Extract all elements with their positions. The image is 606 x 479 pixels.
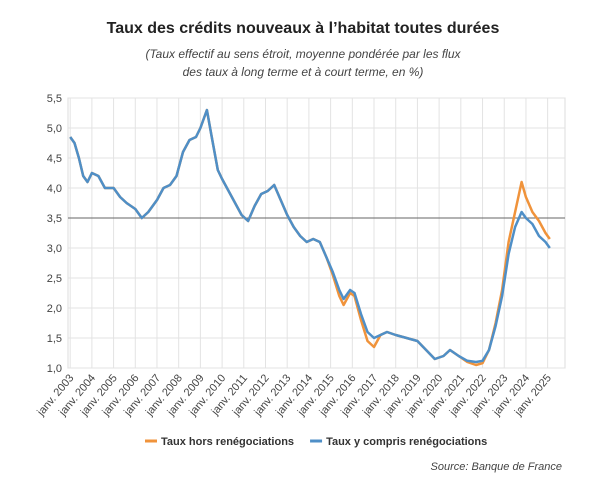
series-line — [69, 108, 551, 364]
legend-label: Taux y compris renégociations — [326, 436, 487, 448]
y-tick-label: 3,0 — [47, 243, 62, 255]
legend-label: Taux hors renégociations — [161, 436, 294, 448]
y-tick-label: 4,0 — [47, 183, 62, 195]
y-tick-label: 5,0 — [47, 123, 62, 135]
y-tick-label: 2,5 — [47, 273, 62, 285]
y-tick-label: 4,5 — [47, 153, 62, 165]
chart-title: Taux des crédits nouveaux à l’habitat to… — [107, 20, 500, 37]
y-tick-label: 1,5 — [47, 333, 62, 345]
source: Source: Banque de France — [431, 461, 562, 473]
y-tick-label: 5,5 — [47, 93, 62, 105]
series-line — [69, 108, 551, 367]
plot-frame — [67, 97, 566, 369]
y-tick-label: 1,0 — [47, 363, 62, 375]
y-tick-label: 2,0 — [47, 303, 62, 315]
y-tick-label: 3,5 — [47, 213, 62, 225]
chart-subtitle: des taux à long terme et à court terme, … — [183, 65, 424, 79]
chart-subtitle: (Taux effectif au sens étroit, moyenne p… — [145, 47, 461, 61]
